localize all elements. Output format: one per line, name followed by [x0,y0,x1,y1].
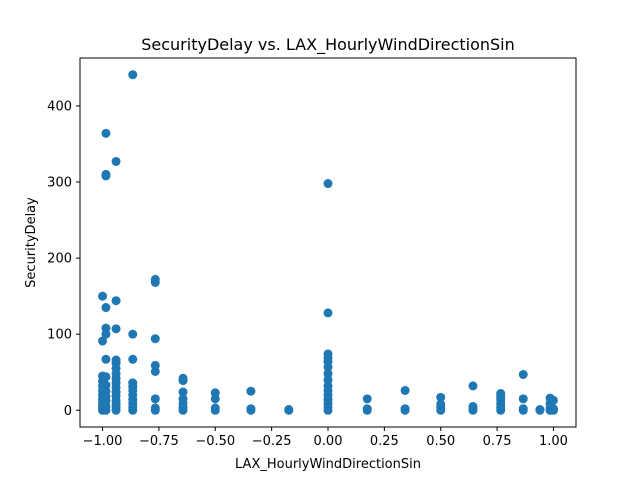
data-point [128,354,138,364]
data-point [101,128,111,138]
y-tick-label: 300 [47,176,72,191]
y-tick-label: 200 [47,252,72,267]
data-point [518,394,528,404]
data-point [468,381,478,391]
x-tick-label: −0.75 [139,434,179,449]
data-point [101,380,111,390]
data-point [436,399,446,409]
data-point [496,389,506,399]
data-point [101,323,111,333]
data-point [178,373,188,383]
data-point [111,156,121,166]
x-tick-label: 0.75 [483,434,512,449]
y-tick-label: 400 [47,99,72,114]
data-point [101,303,111,313]
x-tick-label: −0.25 [252,434,292,449]
data-point [150,274,160,284]
data-point [101,169,111,179]
y-tick-label: 100 [47,328,72,343]
data-point [548,395,558,405]
x-tick-label: 1.00 [539,434,568,449]
data-point [98,291,108,301]
data-point [468,401,478,411]
data-point [400,385,410,395]
data-point [518,370,528,379]
data-point [111,324,121,334]
data-point [323,369,333,379]
data-point [535,405,545,414]
x-tick-label: 0.25 [370,434,399,449]
x-axis: −1.00 −0.75 −0.50 −0.25 0.00 0.25 0.50 0.75 1.00 [83,427,568,449]
data-point [128,70,138,80]
data-point [150,403,160,413]
data-point [323,308,333,318]
data-point [150,360,160,370]
x-tick-label: 0.50 [426,434,455,449]
x-axis-label: LAX_HourlyWindDirectionSin [235,457,421,472]
y-tick-label: 0 [64,404,72,419]
y-axis-label: SecurityDelay [24,197,39,288]
data-point [210,388,220,398]
data-point [323,179,333,189]
data-point [128,378,138,388]
data-point [178,394,188,404]
data-point [548,404,558,414]
data-point [178,387,188,397]
data-point [101,372,111,382]
points-layer [98,70,558,415]
data-point [400,404,410,414]
chart-title: SecurityDelay vs. LAX_HourlyWindDirectio… [141,35,515,55]
data-point [111,355,121,365]
data-point [436,392,446,402]
data-point [210,403,220,413]
data-point [150,334,160,344]
data-point [246,386,256,396]
data-point [98,336,108,346]
data-point [111,296,121,306]
data-point [150,394,160,404]
data-point [284,405,294,414]
data-point [362,394,372,404]
x-tick-label: −0.50 [195,434,235,449]
x-tick-label: −1.00 [83,434,123,449]
data-point [101,354,111,364]
data-point [362,404,372,414]
y-axis: 0 100 200 300 400 [47,99,80,419]
data-point [128,329,138,339]
data-point [246,404,256,414]
data-point [323,349,333,359]
x-tick-label: 0.00 [314,434,343,449]
data-point [518,404,528,414]
